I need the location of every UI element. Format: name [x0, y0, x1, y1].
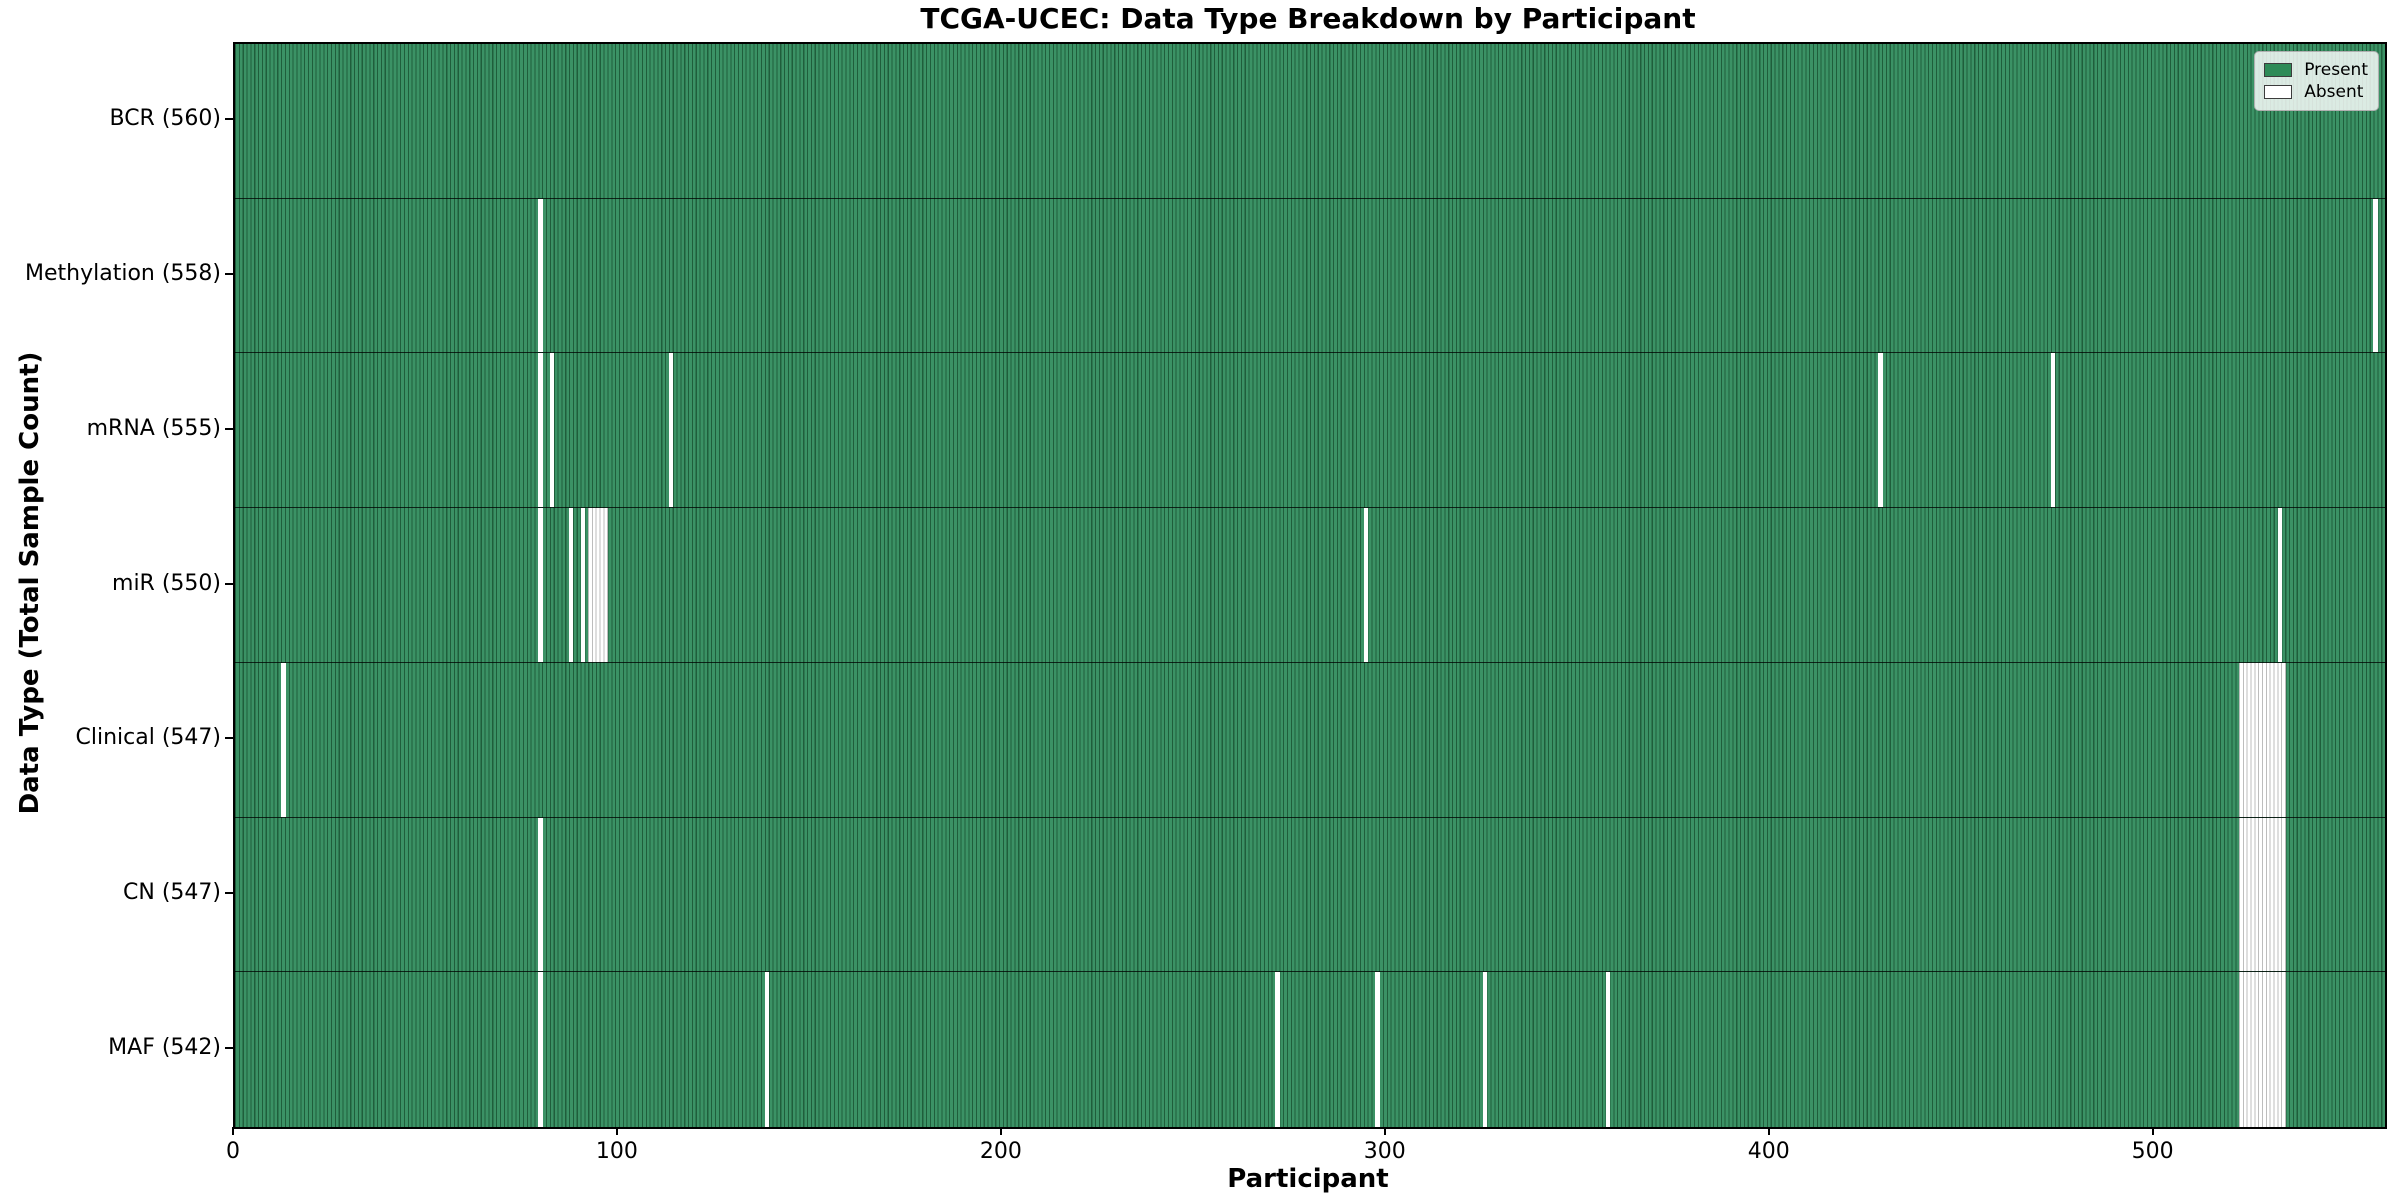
absent-gap	[2373, 198, 2378, 353]
chart-title: TCGA-UCEC: Data Type Breakdown by Partic…	[920, 2, 1696, 35]
absent-gap	[569, 508, 574, 662]
data-row-methylation	[235, 198, 2385, 354]
absent-gap	[580, 508, 585, 662]
present-swatch-icon	[2264, 63, 2293, 77]
absent-gap	[1363, 508, 1369, 662]
x-tick-label-500: 500	[2131, 1139, 2174, 1164]
y-tick-label-methylation: Methylation (558)	[25, 261, 221, 287]
legend: Present Absent	[2254, 51, 2379, 111]
y-tick-mark	[225, 118, 233, 121]
data-row-cn	[235, 817, 2385, 973]
y-tick-label-mrna: mRNA (555)	[86, 415, 221, 441]
absent-swatch-icon	[2264, 85, 2293, 99]
absent-gap	[2239, 817, 2286, 972]
y-tick-label-bcr: BCR (560)	[109, 106, 221, 132]
data-row-mir	[235, 508, 2385, 663]
legend-label-absent: Absent	[2304, 81, 2364, 102]
legend-item-absent: Absent	[2264, 81, 2368, 103]
absent-gap	[538, 972, 543, 1127]
y-tick-mark	[225, 273, 233, 276]
absent-gap	[2239, 662, 2286, 817]
x-tick-mark	[232, 1127, 234, 1135]
x-tick-mark	[2151, 1127, 2154, 1135]
absent-gap	[1482, 972, 1488, 1127]
x-tick-mark	[999, 1127, 1002, 1135]
y-tick-mark	[225, 427, 233, 430]
x-tick-mark	[1767, 1127, 1770, 1135]
absent-gap	[538, 353, 543, 508]
absent-gap	[1375, 972, 1380, 1127]
absent-gap	[538, 198, 543, 353]
absent-gap	[281, 662, 286, 817]
y-tick-mark	[225, 582, 233, 585]
absent-gap	[538, 508, 543, 662]
absent-gap	[1275, 972, 1280, 1127]
y-tick-mark	[225, 737, 233, 740]
x-axis-label: Participant	[1227, 1164, 1389, 1194]
x-tick-label-300: 300	[1363, 1139, 1406, 1164]
absent-gap	[588, 508, 608, 662]
y-tick-label-maf: MAF (542)	[108, 1034, 221, 1060]
absent-gap	[549, 353, 555, 508]
absent-gap	[2277, 508, 2282, 662]
x-tick-mark	[1383, 1127, 1386, 1135]
absent-gap	[1605, 972, 1611, 1127]
y-tick-label-clinical: Clinical (547)	[75, 725, 221, 751]
data-row-maf	[235, 972, 2385, 1127]
legend-label-present: Present	[2304, 59, 2368, 80]
y-tick-label-cn: CN (547)	[123, 879, 221, 905]
data-row-bcr	[235, 44, 2385, 199]
plot-area: Present Absent	[233, 42, 2387, 1129]
absent-gap	[764, 972, 770, 1127]
absent-gap	[2050, 353, 2056, 508]
x-tick-label-200: 200	[979, 1139, 1022, 1164]
absent-gap	[668, 353, 674, 508]
absent-gap	[538, 817, 543, 972]
y-tick-mark	[225, 1046, 233, 1049]
legend-item-present: Present	[2264, 59, 2368, 81]
data-row-clinical	[235, 662, 2385, 818]
absent-gap	[2239, 972, 2286, 1127]
x-tick-mark	[615, 1127, 618, 1135]
x-tick-label-400: 400	[1747, 1139, 1790, 1164]
y-tick-label-mir: miR (550)	[112, 570, 221, 596]
y-tick-mark	[225, 891, 233, 894]
absent-gap	[1878, 353, 1883, 508]
x-tick-label-100: 100	[595, 1139, 638, 1164]
data-row-mrna	[235, 353, 2385, 509]
x-tick-label-0: 0	[226, 1139, 240, 1164]
